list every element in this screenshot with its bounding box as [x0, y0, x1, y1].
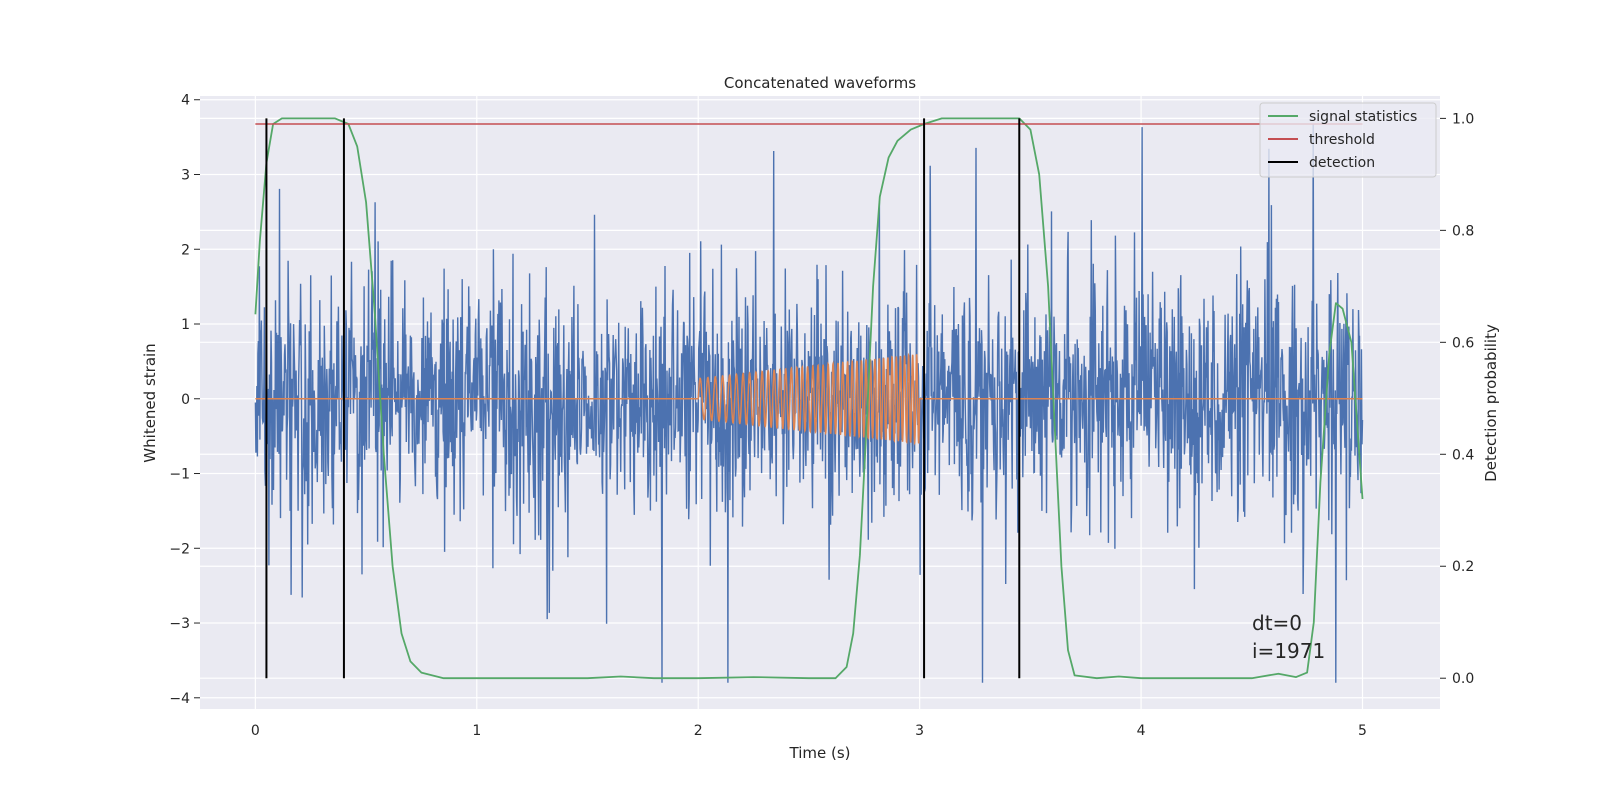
legend-label-threshold: threshold [1309, 132, 1375, 148]
legend-box [1259, 102, 1437, 178]
y-tick-label: 2 [181, 242, 190, 258]
y-tick-label: −2 [169, 541, 190, 557]
y-tick-label: 4 [181, 93, 190, 109]
y2-tick-label: 0.0 [1452, 671, 1474, 687]
ticks: 0 1 2 3 4 5 −4 −3 −2 −1 0 1 2 3 4 0.0 0.2 0.4 0.6 0.8 1.0 [169, 93, 1474, 739]
x-tick-label: 5 [1358, 723, 1367, 739]
x-tick-label: 4 [1137, 723, 1146, 739]
y2-tick-label: 0.6 [1452, 335, 1474, 351]
x-tick-label: 3 [915, 723, 924, 739]
series-layer [254, 117, 1364, 683]
x-axis-label: Time (s) [789, 744, 851, 762]
legend-label-signal-statistics: signal statistics [1309, 109, 1417, 125]
series-injected-waveform [255, 352, 1363, 446]
chart-title: Concatenated waveforms [724, 74, 916, 92]
y2-tick-label: 1.0 [1452, 111, 1474, 127]
annotation-i: i=1971 [1252, 639, 1325, 663]
y-tick-label: 0 [181, 392, 190, 408]
y-tick-label: −3 [169, 616, 190, 632]
y-tick-label: 1 [181, 317, 190, 333]
y-tick-label: 3 [181, 167, 190, 183]
y2-tick-label: 0.4 [1452, 447, 1474, 463]
legend: signal statistics threshold detection [1259, 102, 1437, 178]
y-axis-label: Whitened strain [141, 343, 159, 462]
y-tick-label: −4 [169, 691, 190, 707]
x-tick-label: 0 [251, 723, 260, 739]
series-whitened-strain [254, 124, 1364, 683]
legend-label-detection: detection [1309, 155, 1375, 171]
x-tick-label: 1 [472, 723, 481, 739]
y-tick-label: −1 [169, 467, 190, 483]
annotation-dt: dt=0 [1252, 611, 1302, 635]
y2-tick-label: 0.8 [1452, 223, 1474, 239]
series-signal-statistics [254, 117, 1364, 680]
y2-tick-label: 0.2 [1452, 559, 1474, 575]
y2-axis-label: Detection probability [1482, 324, 1500, 482]
x-tick-label: 2 [694, 723, 703, 739]
